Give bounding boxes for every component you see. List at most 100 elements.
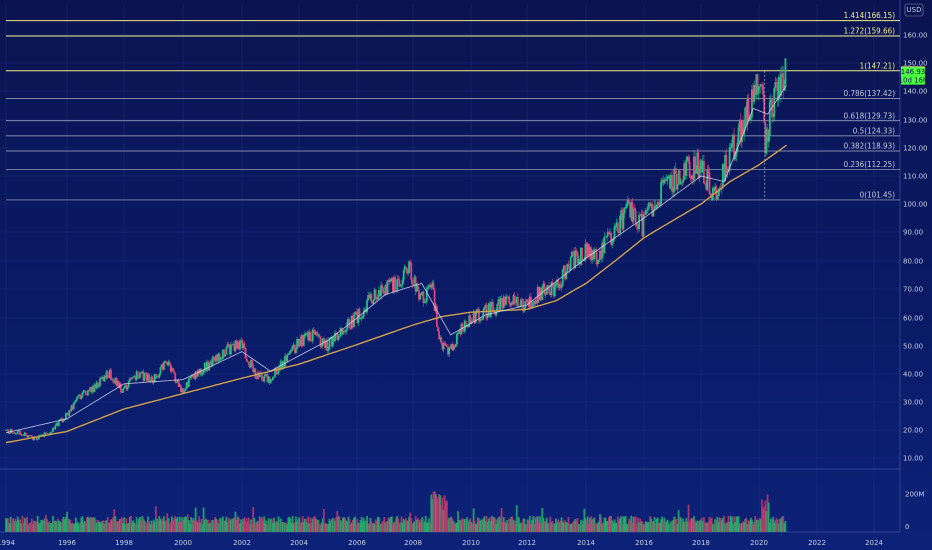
candle-body [615, 222, 618, 227]
candle-body [235, 340, 238, 349]
candle-body [93, 384, 96, 392]
candle-body [440, 337, 443, 344]
volume-bar [745, 517, 748, 532]
candle-body [610, 233, 613, 245]
volume-bar [161, 518, 164, 532]
volume-bar [446, 500, 448, 532]
candle-body [308, 331, 311, 341]
candle-body [684, 163, 687, 176]
candle-body [590, 247, 592, 261]
candle-body [166, 362, 169, 366]
candle-body [265, 373, 268, 375]
candle-body [703, 161, 705, 184]
volume-bar [422, 522, 425, 532]
candle-body [300, 335, 303, 346]
volume-bar [641, 521, 644, 532]
volume-bar [605, 521, 608, 532]
volume-bar [675, 518, 678, 532]
candle-body [614, 226, 617, 228]
candle-body [12, 432, 14, 434]
candle-body [593, 249, 596, 259]
volume-bar [457, 511, 459, 532]
volume-bar [206, 519, 208, 532]
candle-body [514, 302, 517, 304]
volume-bar [137, 518, 140, 532]
candle-body [415, 285, 418, 292]
volume-bar [757, 520, 760, 532]
candle-body [584, 243, 587, 260]
volume-bar [717, 522, 720, 532]
volume-bar [644, 521, 647, 532]
volume-bar [393, 522, 395, 532]
candle-body [441, 343, 444, 350]
volume-bar [398, 523, 401, 532]
candle-body [15, 433, 18, 435]
candle-body [353, 315, 355, 327]
volume-bar [581, 524, 583, 532]
candle-body [316, 331, 319, 336]
candle-body [425, 288, 428, 302]
candle-body [315, 331, 317, 335]
candle-body [559, 284, 562, 288]
candle-body [687, 157, 690, 162]
volume-bar [496, 519, 499, 532]
fib-level-label: 0.382(118.93) [844, 141, 896, 150]
volume-bar [689, 519, 692, 532]
volume-bar [737, 516, 740, 532]
candle-body [740, 120, 743, 143]
candle-body [511, 302, 514, 305]
volume-bar [481, 520, 484, 532]
volume-bar [407, 521, 409, 532]
volume-bar [643, 523, 646, 532]
volume-bar [534, 517, 537, 532]
volume-bar [227, 517, 230, 532]
volume-bar [116, 521, 119, 532]
candle-body [745, 107, 748, 125]
volume-bar [367, 523, 370, 532]
volume-bar [474, 524, 477, 532]
candle-body [482, 310, 485, 320]
volume-bar [665, 521, 668, 532]
volume-bar [134, 524, 137, 532]
candle-body [693, 156, 695, 180]
candle-body [371, 302, 374, 304]
volume-bar [671, 521, 673, 532]
candle-body [620, 210, 623, 216]
candle-body [35, 437, 38, 440]
volume-bar [765, 511, 768, 532]
candle-body [23, 432, 26, 436]
candle-body [177, 379, 180, 387]
volume-bar [776, 519, 779, 532]
candle-body [67, 412, 70, 416]
candle-body [399, 284, 402, 287]
candle-body [153, 374, 156, 382]
candle-body [277, 366, 280, 374]
candle-body [311, 329, 314, 342]
candle-body [186, 382, 189, 387]
volume-bar [656, 517, 659, 532]
candle-body [16, 431, 19, 434]
price-tag-live [901, 67, 925, 77]
volume-bar [368, 523, 371, 532]
candle-body [604, 236, 607, 238]
volume-bar [41, 519, 44, 532]
volume-bar [448, 517, 451, 532]
candle-body [377, 290, 380, 298]
candle-body [452, 345, 455, 351]
candle-body [190, 376, 193, 378]
volume-bar [343, 517, 345, 532]
volume-bar [688, 522, 691, 532]
volume-bar [54, 520, 57, 532]
volume-bar [353, 517, 355, 532]
candle-body [765, 129, 768, 154]
candle-body [193, 374, 196, 379]
volume-bar [587, 524, 590, 532]
volume-bar [39, 522, 41, 532]
volume-bar [79, 522, 82, 532]
volume-bar [413, 521, 416, 532]
candle-body [160, 364, 163, 368]
volume-bar [92, 517, 95, 532]
volume-bar [698, 520, 701, 532]
volume-bar [650, 518, 653, 532]
